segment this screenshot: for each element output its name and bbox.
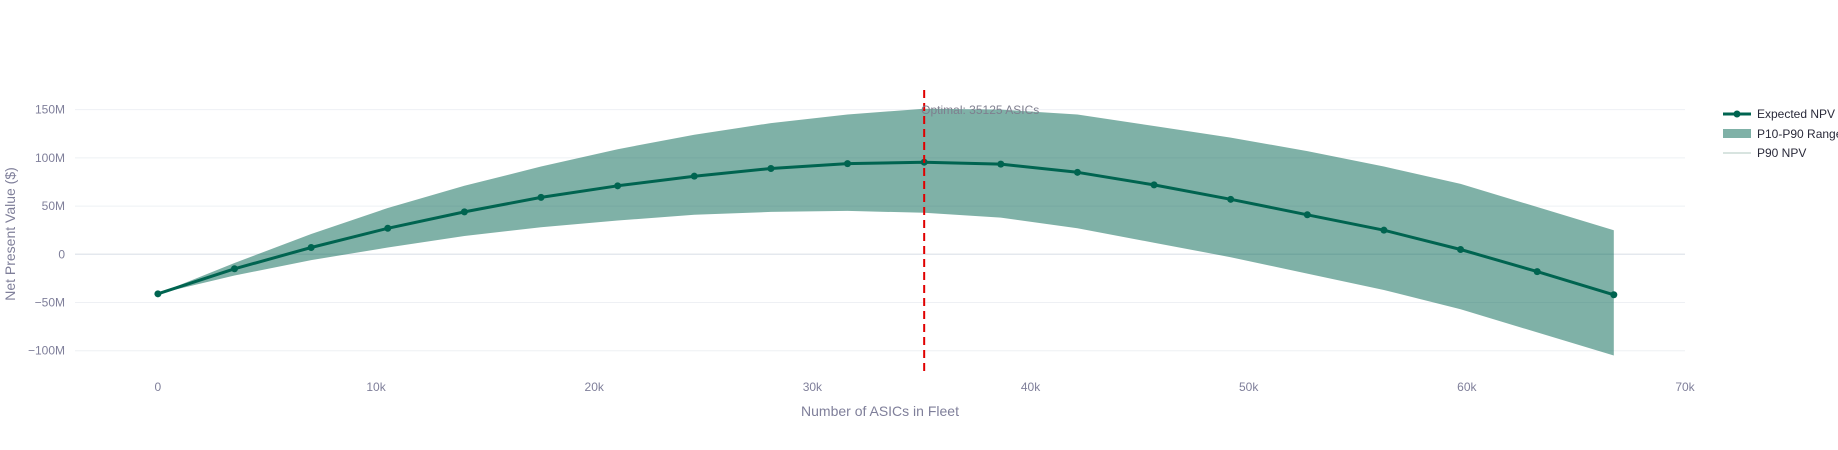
expected-npv-point bbox=[997, 160, 1005, 168]
expected-npv-points bbox=[154, 158, 1618, 299]
expected-npv-point bbox=[1457, 245, 1465, 253]
optimal-label: Optimal: 35125 ASICs bbox=[921, 103, 1039, 117]
expected-npv-point bbox=[384, 224, 392, 232]
expected-npv-point bbox=[1073, 168, 1081, 176]
x-tick-label: 40k bbox=[1021, 380, 1041, 394]
expected-npv-point bbox=[1380, 226, 1388, 234]
p10-p90-band bbox=[157, 108, 1614, 356]
expected-npv-point bbox=[307, 244, 315, 252]
expected-npv-point bbox=[1303, 211, 1311, 219]
y-tick-label: 50M bbox=[42, 199, 65, 213]
expected-npv-point bbox=[537, 193, 545, 201]
x-tick-label: 70k bbox=[1675, 380, 1695, 394]
x-tick-label: 10k bbox=[366, 380, 386, 394]
expected-npv-point bbox=[460, 208, 468, 216]
legend-item-p90-npv: P90 NPV bbox=[1723, 146, 1806, 160]
expected-npv-point bbox=[1533, 268, 1541, 276]
legend-swatch-area bbox=[1723, 129, 1751, 138]
x-tick-label: 30k bbox=[803, 380, 823, 394]
x-tick-label: 60k bbox=[1457, 380, 1477, 394]
legend-label: Expected NPV bbox=[1757, 107, 1835, 121]
expected-npv-line bbox=[157, 160, 1615, 297]
expected-npv-point bbox=[154, 290, 162, 298]
expected-npv-point bbox=[1610, 291, 1618, 299]
expected-npv-path bbox=[157, 160, 1615, 297]
y-axis-ticks: −100M −50M 0 50M 100M 150M bbox=[28, 103, 65, 358]
x-axis-title: Number of ASICs in Fleet bbox=[801, 403, 959, 419]
legend-swatch-point bbox=[1733, 110, 1741, 118]
legend-item-p10-p90-range: P10-P90 Range bbox=[1723, 127, 1838, 141]
legend-label: P90 NPV bbox=[1757, 146, 1806, 160]
x-tick-label: 20k bbox=[585, 380, 605, 394]
y-tick-label: −100M bbox=[28, 344, 65, 358]
p10-p90-area bbox=[157, 108, 1614, 356]
expected-npv-point bbox=[767, 164, 775, 172]
expected-npv-point bbox=[1227, 195, 1235, 203]
legend-item-expected-npv: Expected NPV bbox=[1723, 107, 1835, 121]
y-tick-label: 150M bbox=[35, 103, 65, 117]
expected-npv-point bbox=[1150, 181, 1158, 189]
expected-npv-point bbox=[231, 265, 239, 273]
x-axis-ticks: 0 10k 20k 30k 40k 50k 60k 70k bbox=[155, 380, 1696, 394]
legend-label: P10-P90 Range bbox=[1757, 127, 1838, 141]
x-tick-label: 50k bbox=[1239, 380, 1259, 394]
expected-npv-point bbox=[844, 160, 852, 168]
y-tick-label: 100M bbox=[35, 151, 65, 165]
y-axis-title: Net Present Value ($) bbox=[2, 167, 18, 301]
y-tick-label: 0 bbox=[58, 247, 65, 261]
expected-npv-point bbox=[690, 172, 698, 180]
x-tick-label: 0 bbox=[155, 380, 162, 394]
optimal-marker: Optimal: 35125 ASICs bbox=[921, 90, 1039, 371]
y-tick-label: −50M bbox=[35, 296, 65, 310]
expected-npv-point bbox=[614, 182, 622, 190]
legend[interactable]: Expected NPV P10-P90 Range P90 NPV bbox=[1723, 107, 1838, 160]
